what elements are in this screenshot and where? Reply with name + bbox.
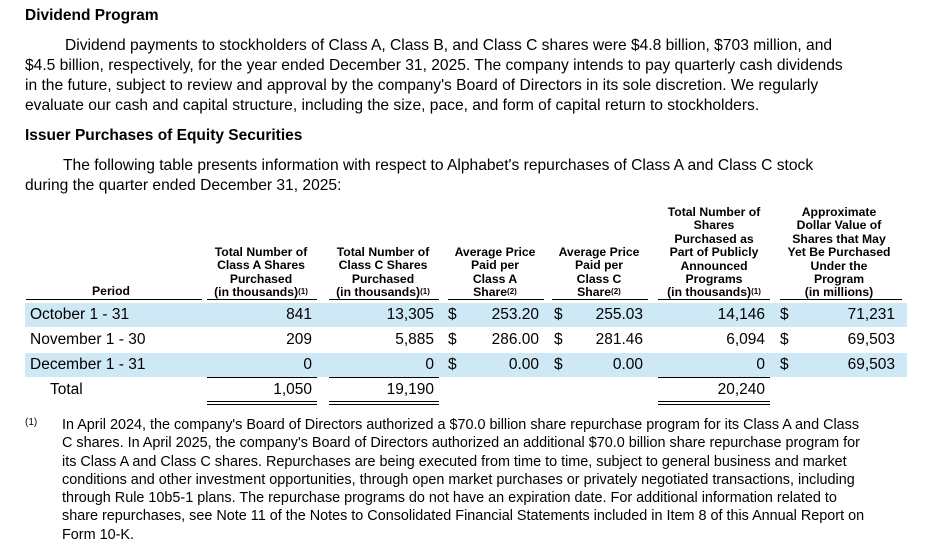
- cell-total-class-a: 1,050: [273, 381, 312, 398]
- cell-avg-price-c: 0.00: [612, 356, 643, 373]
- cell-class-c: 5,885: [395, 331, 434, 348]
- total-rule: [207, 377, 317, 378]
- purchases-intro-line: The following table presents information…: [63, 157, 814, 174]
- header-avg-price-a: Average Price Paid per Class A Share(2): [454, 245, 536, 300]
- cell-remaining-value: 71,231: [847, 306, 895, 323]
- purchases-heading: Issuer Purchases of Equity Securities: [25, 127, 303, 144]
- header-rule: [26, 299, 202, 300]
- cell-total-label: Total: [50, 381, 83, 398]
- cell-total-class-c: 19,190: [386, 381, 434, 398]
- dividend-line: in the future, subject to review and app…: [25, 77, 819, 94]
- footnote-line: its Class A and Class C shares. Repurcha…: [62, 453, 847, 470]
- cell-program-shares: 0: [756, 356, 765, 373]
- cell-avg-price-c: 255.03: [595, 306, 643, 323]
- cell-class-c: 13,305: [386, 306, 434, 323]
- header-rule: [207, 299, 317, 300]
- footnote-line: share repurchases, see Note 11 of the No…: [62, 508, 865, 525]
- cell-currency: $: [780, 356, 789, 373]
- header-rule: [329, 299, 439, 300]
- cell-avg-price-a: 0.00: [508, 356, 539, 373]
- cell-currency: $: [554, 331, 563, 348]
- table-row-november: November 1 - 30 209 5,885 $ 286.00 $ 281…: [25, 328, 907, 352]
- cell-currency: $: [448, 306, 457, 323]
- total-double-rule: [658, 401, 770, 405]
- total-rule: [329, 377, 439, 378]
- cell-currency: $: [780, 331, 789, 348]
- footnote-line: In April 2024, the company's Board of Di…: [62, 417, 860, 433]
- cell-currency: $: [448, 331, 457, 348]
- cell-currency: $: [780, 306, 789, 323]
- header-program-shares: Total Number of Shares Purchased as Part…: [667, 205, 761, 300]
- cell-program-shares: 6,094: [726, 331, 765, 348]
- cell-remaining-value: 69,503: [847, 356, 895, 373]
- cell-class-c: 0: [425, 356, 434, 373]
- footnote-line: conditions and other investment opportun…: [62, 471, 855, 488]
- header-period: Period: [92, 284, 130, 298]
- table-row-december: December 1 - 31 0 0 $ 0.00 $ 0.00 0 $ 69…: [25, 353, 907, 377]
- header-remaining-value: Approximate Dollar Value of Shares that …: [787, 205, 891, 300]
- header-rule: [552, 299, 648, 300]
- cell-remaining-value: 69,503: [847, 331, 895, 348]
- total-rule: [658, 377, 770, 378]
- header-rule: [658, 299, 770, 300]
- header-class-c: Total Number of Class C Shares Purchased…: [336, 245, 430, 300]
- cell-class-a: 209: [286, 331, 312, 348]
- table-row-october: October 1 - 31 841 13,305 $ 253.20 $ 255…: [25, 303, 907, 327]
- table-row-total: Total 1,050 19,190 20,240: [25, 378, 907, 402]
- dividend-line: $4.5 billion, respectively, for the year…: [25, 57, 843, 74]
- cell-currency: $: [554, 356, 563, 373]
- footnote-line: through Rule 10b5-1 plans. The repurchas…: [62, 490, 837, 507]
- header-rule: [448, 299, 544, 300]
- cell-program-shares: 14,146: [717, 306, 765, 323]
- purchases-intro-line: during the quarter ended December 31, 20…: [25, 177, 342, 194]
- cell-currency: $: [448, 356, 457, 373]
- dividend-heading: Dividend Program: [25, 7, 159, 24]
- cell-total-program-shares: 20,240: [717, 381, 765, 398]
- total-double-rule: [207, 401, 317, 405]
- purchases-intro: The following table presents information…: [25, 156, 905, 196]
- footnote-text: In April 2024, the company's Board of Di…: [62, 416, 902, 544]
- dividend-line: evaluate our cash and capital structure,…: [25, 97, 760, 114]
- cell-avg-price-c: 281.46: [595, 331, 643, 348]
- header-class-a: Total Number of Class A Shares Purchased…: [214, 245, 308, 300]
- cell-period: December 1 - 31: [30, 356, 146, 373]
- cell-currency: $: [554, 306, 563, 323]
- total-double-rule: [329, 401, 439, 405]
- cell-class-a: 0: [303, 356, 312, 373]
- footnote-marker: (1): [25, 417, 38, 428]
- cell-class-a: 841: [286, 306, 312, 323]
- cell-avg-price-a: 286.00: [491, 331, 539, 348]
- dividend-paragraph: Dividend payments to stockholders of Cla…: [25, 36, 905, 116]
- header-avg-price-c: Average Price Paid per Class C Share(2): [558, 245, 640, 300]
- header-rule: [780, 299, 902, 300]
- cell-avg-price-a: 253.20: [491, 306, 539, 323]
- footnote-line: C shares. In April 2025, the company's B…: [62, 435, 860, 452]
- cell-period: October 1 - 31: [30, 306, 130, 323]
- cell-period: November 1 - 30: [30, 331, 146, 348]
- footnote-line: Form 10-K.: [62, 526, 134, 543]
- dividend-line: Dividend payments to stockholders of Cla…: [65, 37, 833, 54]
